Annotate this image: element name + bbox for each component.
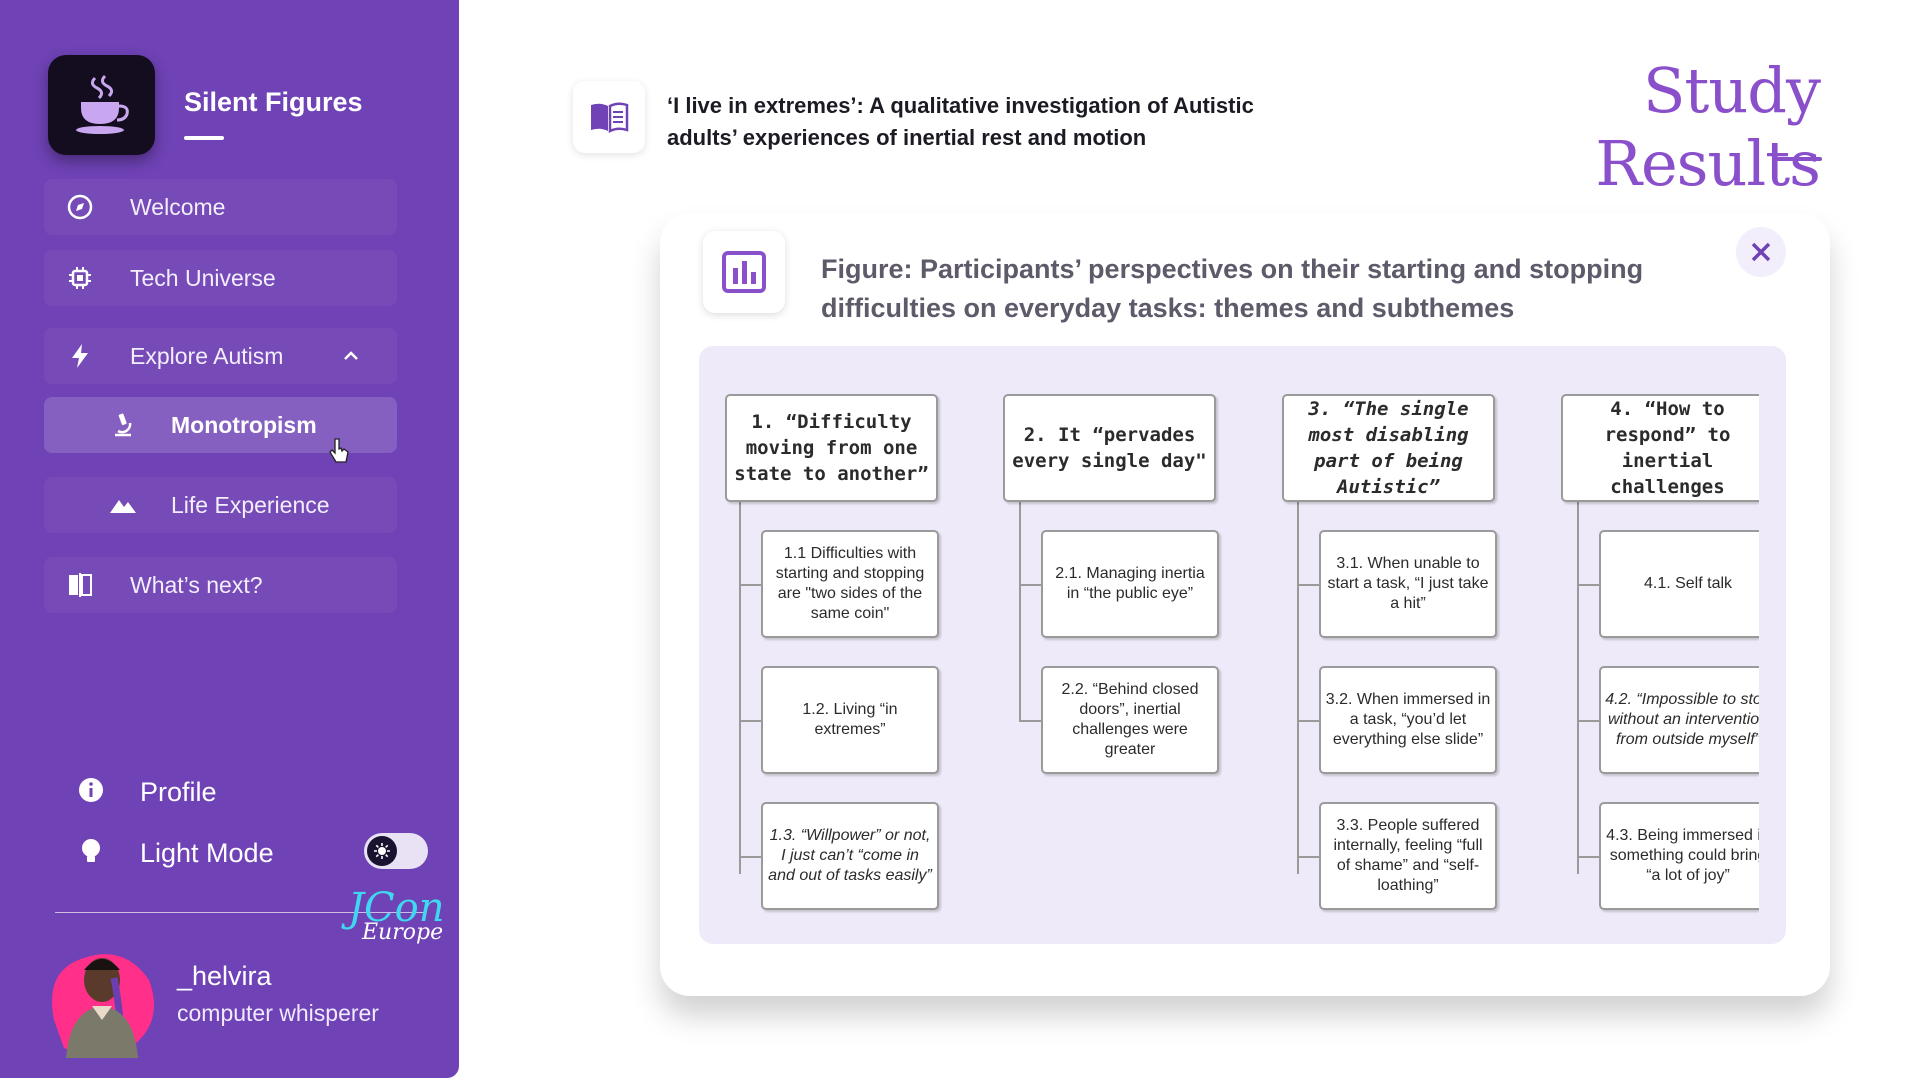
book-icon <box>591 102 629 133</box>
tree-connector <box>1577 856 1599 858</box>
coffee-cup-icon <box>75 74 129 134</box>
subtheme-box: 3.2. When immersed in a task, “you’d let… <box>1319 666 1497 774</box>
nav-item-whats-next[interactable]: What’s next? <box>44 557 397 613</box>
compare-icon <box>66 571 94 599</box>
mountain-icon <box>109 491 137 519</box>
subtheme-box: 1.1 Difficulties with starting and stopp… <box>761 530 939 638</box>
themes-diagram-content: 1. “Difficulty moving from one state to … <box>725 394 1759 922</box>
tree-connector <box>1019 720 1041 722</box>
lightbulb-icon <box>78 837 104 870</box>
page-title-underline <box>1775 157 1822 161</box>
tree-connector <box>1577 720 1599 722</box>
microscope-icon <box>109 411 137 439</box>
tree-connector <box>1297 584 1319 586</box>
app-logo[interactable] <box>48 55 155 155</box>
tree-connector <box>1019 584 1041 586</box>
subtheme-box: 2.1. Managing inertia in “the public eye… <box>1041 530 1219 638</box>
tree-connector <box>739 584 761 586</box>
brand-name: Silent Figures <box>184 87 363 117</box>
nav-label: Tech Universe <box>130 264 276 291</box>
subtheme-box: 3.1. When unable to start a task, “I jus… <box>1319 530 1497 638</box>
tree-connector <box>1297 856 1319 858</box>
sidebar: Silent Figures Welcome Tech Universe Exp… <box>0 0 459 1078</box>
profile-label: Profile <box>140 777 217 807</box>
close-icon <box>1751 242 1771 262</box>
avatar[interactable] <box>44 940 162 1058</box>
subtheme-box: 4.3. Being immersed in something could b… <box>1599 802 1759 910</box>
subtheme-box: 4.2. “Impossible to stop without an inte… <box>1599 666 1759 774</box>
tree-connector <box>1577 502 1579 874</box>
pointer-cursor-icon <box>329 438 349 463</box>
chip-icon <box>66 264 94 292</box>
nav-label: What’s next? <box>130 571 263 598</box>
compass-icon <box>66 193 94 221</box>
subtheme-box: 1.3. “Willpower” or not, I just can’t “c… <box>761 802 939 910</box>
brand-underline <box>184 136 224 140</box>
bar-chart-icon <box>722 251 766 293</box>
nav-label: Life Experience <box>171 491 330 518</box>
nav-item-explore-autism[interactable]: Explore Autism <box>44 328 397 384</box>
sidebar-divider <box>55 912 425 913</box>
book-tile <box>573 81 645 153</box>
nav-label: Explore Autism <box>130 342 284 369</box>
paper-title: ‘I live in extremes’: A qualitative inve… <box>667 93 1254 150</box>
info-icon <box>78 777 104 808</box>
lightning-icon <box>66 342 94 370</box>
event-logo-line1: JCon <box>348 885 445 931</box>
nav-item-life-experience[interactable]: Life Experience <box>44 477 397 533</box>
tree-connector <box>1577 584 1599 586</box>
light-mode-toggle[interactable] <box>364 833 428 869</box>
light-mode-label: Light Mode <box>140 838 274 868</box>
sun-icon <box>367 836 397 866</box>
event-logo-line2: Europe <box>362 920 444 945</box>
tree-connector <box>739 502 741 874</box>
page-title: Study Results <box>1595 54 1821 200</box>
theme-box: 1. “Difficulty moving from one state to … <box>725 394 938 502</box>
tree-connector <box>739 720 761 722</box>
tree-connector <box>739 856 761 858</box>
figure-title: Figure: Participants’ perspectives on th… <box>821 254 1644 323</box>
subtheme-box: 4.1. Self talk <box>1599 530 1759 638</box>
nav-item-tech-universe[interactable]: Tech Universe <box>44 250 397 306</box>
nav-label: Welcome <box>130 193 226 220</box>
close-button[interactable] <box>1736 227 1786 277</box>
tree-connector <box>1297 502 1299 874</box>
chevron-up-icon[interactable] <box>341 346 361 371</box>
jcon-europe-logo: JCon Europe <box>348 885 445 945</box>
chart-tile <box>703 231 785 313</box>
theme-box: 4. “How to respond” to inertial challeng… <box>1561 394 1759 502</box>
user-name: _helvira <box>177 961 272 991</box>
nav-label: Monotropism <box>171 411 317 438</box>
tree-connector <box>1297 720 1319 722</box>
light-mode-row: Light Mode <box>78 837 274 870</box>
subtheme-box: 3.3. People suffered internally, feeling… <box>1319 802 1497 910</box>
subtheme-box: 1.2. Living “in extremes” <box>761 666 939 774</box>
subtheme-box: 2.2. “Behind closed doors”, inertial cha… <box>1041 666 1219 774</box>
profile-link[interactable]: Profile <box>78 777 217 808</box>
tree-connector <box>1019 502 1021 720</box>
nav-item-welcome[interactable]: Welcome <box>44 179 397 235</box>
themes-diagram: 1. “Difficulty moving from one state to … <box>699 346 1786 944</box>
theme-box: 2. It “pervades every single day" <box>1003 394 1216 502</box>
user-title: computer whisperer <box>177 1000 379 1026</box>
theme-box: 3. “The single most disabling part of be… <box>1282 394 1495 502</box>
